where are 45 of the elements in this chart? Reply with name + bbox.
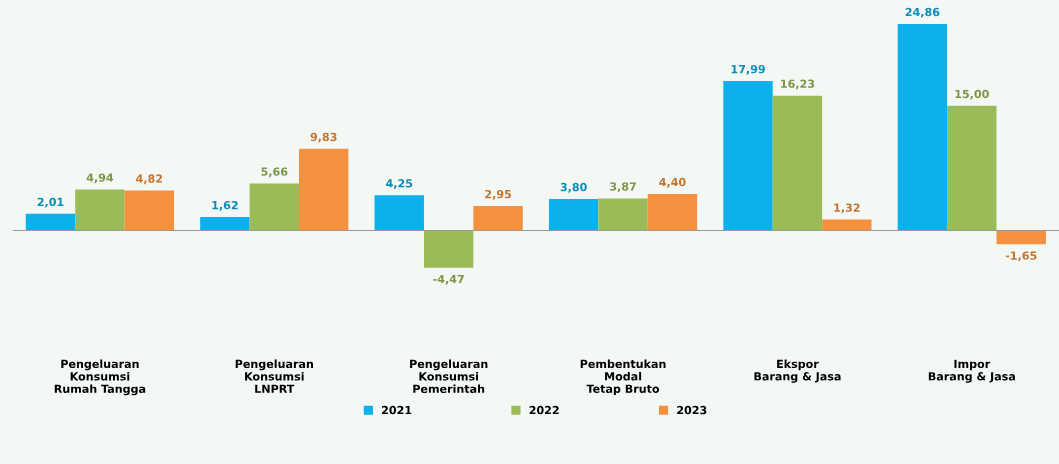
bar	[598, 198, 648, 231]
x-tick-label: Pengeluaran Konsumsi Rumah Tangga	[54, 359, 146, 396]
bar	[897, 23, 948, 231]
data-label: -4,47	[433, 274, 464, 285]
legend-label: 2021	[382, 405, 412, 415]
data-label: 5,66	[261, 167, 288, 178]
data-label: 3,80	[560, 182, 587, 193]
bar	[124, 190, 175, 231]
bar	[298, 148, 349, 231]
data-label: 16,23	[781, 79, 815, 90]
bar	[249, 183, 299, 231]
bar	[75, 189, 125, 231]
legend-label: 2023	[677, 405, 707, 415]
bar	[473, 206, 523, 231]
data-label: 1,32	[834, 203, 860, 214]
bar	[947, 105, 997, 231]
x-tick-label: Pengeluaran Konsumsi LNPRT	[235, 359, 313, 393]
data-label: -1,65	[1005, 251, 1037, 262]
data-label: 3,87	[610, 182, 636, 193]
x-tick-label: Impor Barang & Jasa	[928, 359, 1015, 383]
data-label: 4,82	[136, 174, 163, 185]
bar	[374, 195, 424, 231]
legend-label: 2022	[529, 405, 559, 415]
data-label: 4,25	[386, 179, 413, 189]
bar	[423, 230, 474, 268]
x-tick-label: Pengeluaran Konsumsi Pemerintah	[410, 359, 488, 394]
bar	[647, 193, 698, 231]
bar	[25, 213, 76, 231]
data-label: 9,83	[310, 132, 337, 143]
data-label: 2,01	[37, 197, 64, 208]
data-label: 4,94	[86, 173, 114, 184]
x-tick-label: Ekspor Barang & Jasa	[754, 359, 841, 383]
data-label: 24,86	[905, 7, 940, 18]
x-tick-label: Pembentukan Modal Tetap Bruto	[580, 359, 666, 396]
bar	[822, 219, 872, 231]
bar	[772, 95, 823, 231]
data-label: 1,62	[212, 200, 238, 211]
bar	[723, 81, 773, 231]
data-label: 2,95	[485, 189, 511, 200]
data-label: 17,99	[731, 64, 765, 75]
bar	[548, 198, 599, 231]
data-label: 15,00	[955, 89, 989, 100]
data-label: 4,40	[659, 177, 686, 188]
bar	[200, 217, 250, 231]
bar	[996, 230, 1046, 245]
